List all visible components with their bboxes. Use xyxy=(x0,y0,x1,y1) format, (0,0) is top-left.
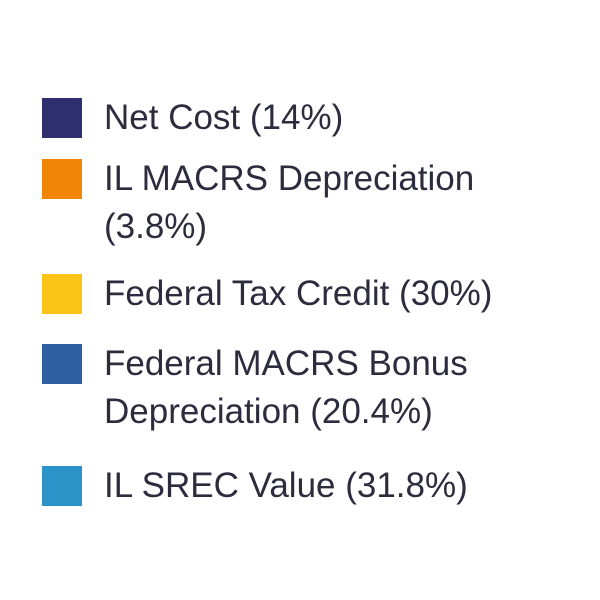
legend-swatch-federal-macrs-bonus-depreciation xyxy=(42,344,82,384)
legend-label-line: IL SREC Value (31.8%) xyxy=(104,466,468,505)
legend-label-line: Federal Tax Credit (30%) xyxy=(104,274,493,313)
legend-swatch-net-cost xyxy=(42,98,82,138)
legend-label-line: Depreciation (20.4%) xyxy=(104,392,433,431)
legend-label-il-srec-value: IL SREC Value (31.8%) xyxy=(104,462,574,510)
legend-swatch-il-macrs-depreciation xyxy=(42,159,82,199)
legend-label-federal-macrs-bonus-depreciation: Federal MACRS Bonus Depreciation (20.4%) xyxy=(104,340,574,436)
legend-label-line: IL MACRS Depreciation xyxy=(104,159,475,198)
chart-legend: Net Cost (14%) IL MACRS Depreciation (3.… xyxy=(42,0,582,600)
legend-label-line: Net Cost (14%) xyxy=(104,98,344,137)
legend-label-il-macrs-depreciation: IL MACRS Depreciation (3.8%) xyxy=(104,155,574,251)
legend-swatch-il-srec-value xyxy=(42,466,82,506)
legend-label-net-cost: Net Cost (14%) xyxy=(104,94,574,142)
legend-label-federal-tax-credit: Federal Tax Credit (30%) xyxy=(104,270,574,318)
legend-label-line: (3.8%) xyxy=(104,207,208,246)
legend-swatch-federal-tax-credit xyxy=(42,274,82,314)
legend-label-line: Federal MACRS Bonus xyxy=(104,344,468,383)
